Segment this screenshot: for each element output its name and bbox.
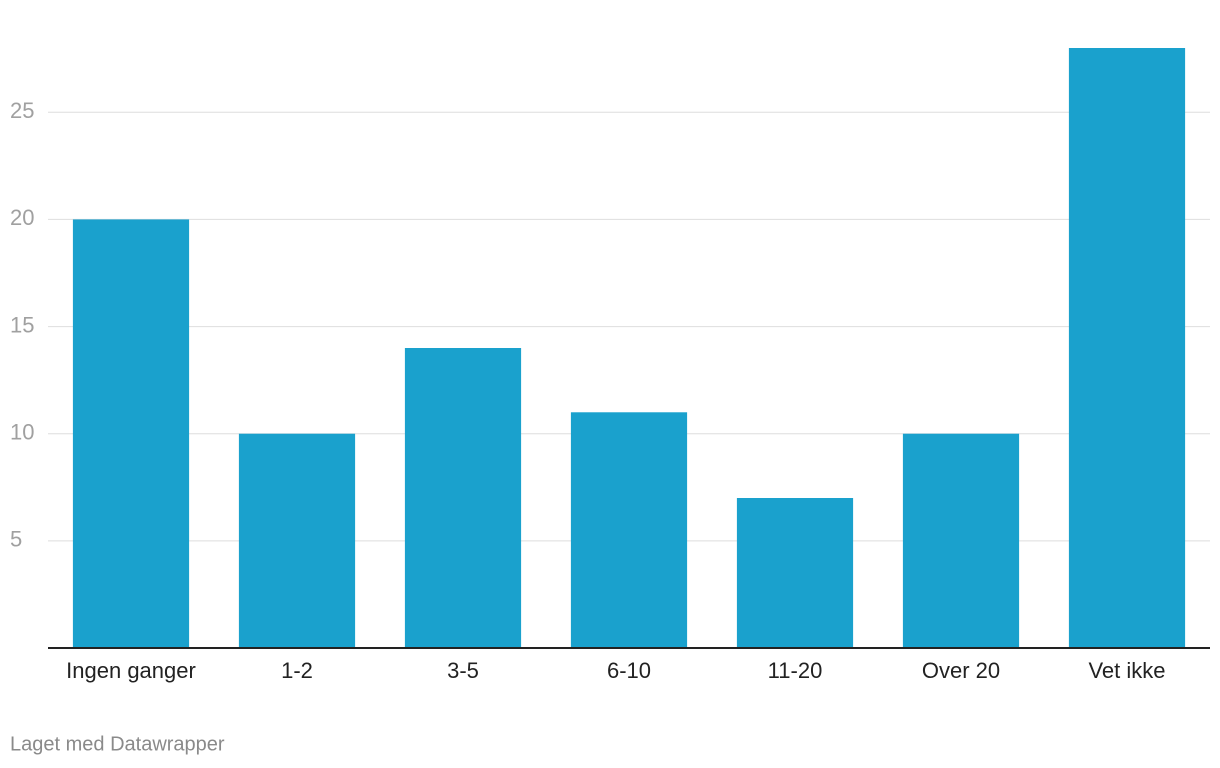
y-tick-label: 5 bbox=[10, 527, 22, 552]
x-tick-label: Over 20 bbox=[922, 658, 1000, 683]
bar bbox=[736, 498, 854, 648]
bar bbox=[902, 433, 1020, 648]
y-tick-label: 15 bbox=[10, 312, 34, 337]
bar bbox=[570, 412, 688, 648]
x-tick-label: Ingen ganger bbox=[66, 658, 196, 683]
x-tick-label: 3-5 bbox=[447, 658, 479, 683]
x-tick-label: 11-20 bbox=[768, 658, 823, 683]
x-tick-label: 6-10 bbox=[607, 658, 651, 683]
bar bbox=[404, 348, 522, 648]
x-tick-label: 1-2 bbox=[281, 658, 313, 683]
x-tick-label: Vet ikke bbox=[1088, 658, 1165, 683]
bar bbox=[1068, 48, 1186, 648]
bar bbox=[72, 219, 190, 648]
y-tick-label: 20 bbox=[10, 205, 34, 230]
y-tick-label: 25 bbox=[10, 98, 34, 123]
credit: Laget med Datawrapper bbox=[10, 733, 225, 755]
y-tick-label: 10 bbox=[10, 420, 34, 445]
bar bbox=[238, 433, 356, 648]
